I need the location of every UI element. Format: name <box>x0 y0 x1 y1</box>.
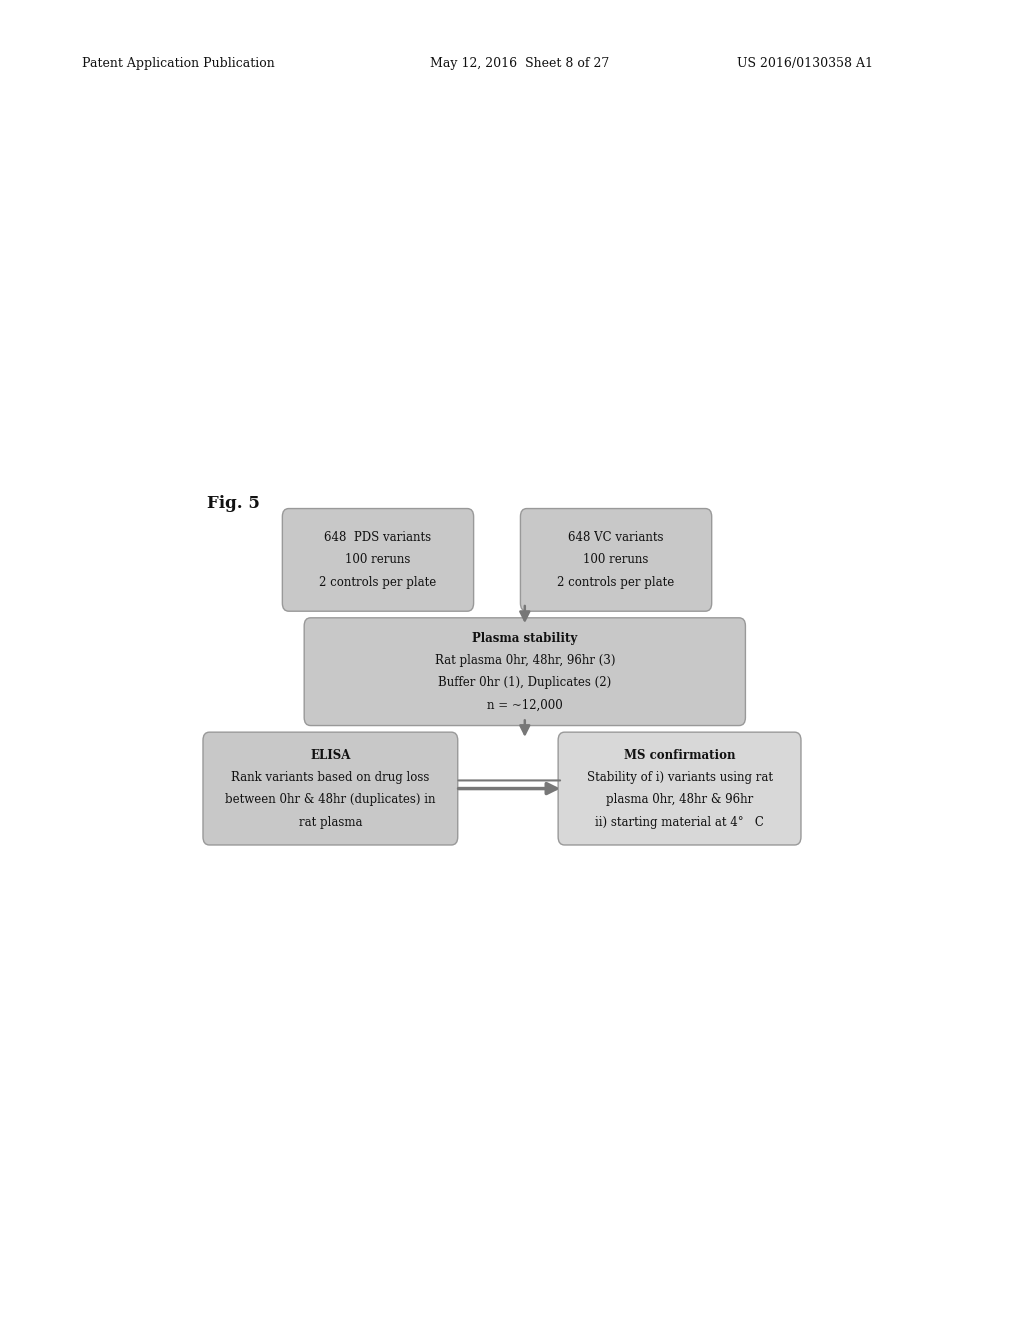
Text: rat plasma: rat plasma <box>299 816 362 829</box>
Text: 648 VC variants: 648 VC variants <box>568 531 664 544</box>
Text: n = ~12,000: n = ~12,000 <box>487 698 562 711</box>
Text: between 0hr & 48hr (duplicates) in: between 0hr & 48hr (duplicates) in <box>225 793 435 807</box>
FancyBboxPatch shape <box>558 733 801 845</box>
Text: US 2016/0130358 A1: US 2016/0130358 A1 <box>737 57 873 70</box>
Text: MS confirmation: MS confirmation <box>624 748 735 762</box>
Text: Buffer 0hr (1), Duplicates (2): Buffer 0hr (1), Duplicates (2) <box>438 676 611 689</box>
Text: Plasma stability: Plasma stability <box>472 632 578 644</box>
Text: 100 reruns: 100 reruns <box>345 553 411 566</box>
Text: 100 reruns: 100 reruns <box>584 553 649 566</box>
Text: Rat plasma 0hr, 48hr, 96hr (3): Rat plasma 0hr, 48hr, 96hr (3) <box>434 653 615 667</box>
Text: Fig. 5: Fig. 5 <box>207 495 260 512</box>
Text: Patent Application Publication: Patent Application Publication <box>82 57 274 70</box>
Text: ELISA: ELISA <box>310 748 350 762</box>
FancyBboxPatch shape <box>304 618 745 726</box>
Text: ii) starting material at 4°   C: ii) starting material at 4° C <box>595 816 764 829</box>
FancyBboxPatch shape <box>203 733 458 845</box>
Text: Rank variants based on drug loss: Rank variants based on drug loss <box>231 771 429 784</box>
Text: 648  PDS variants: 648 PDS variants <box>325 531 431 544</box>
FancyBboxPatch shape <box>520 508 712 611</box>
Text: 2 controls per plate: 2 controls per plate <box>557 576 675 589</box>
Text: Stability of i) variants using rat: Stability of i) variants using rat <box>587 771 772 784</box>
Text: plasma 0hr, 48hr & 96hr: plasma 0hr, 48hr & 96hr <box>606 793 754 807</box>
FancyBboxPatch shape <box>283 508 474 611</box>
Text: May 12, 2016  Sheet 8 of 27: May 12, 2016 Sheet 8 of 27 <box>430 57 609 70</box>
Text: 2 controls per plate: 2 controls per plate <box>319 576 436 589</box>
